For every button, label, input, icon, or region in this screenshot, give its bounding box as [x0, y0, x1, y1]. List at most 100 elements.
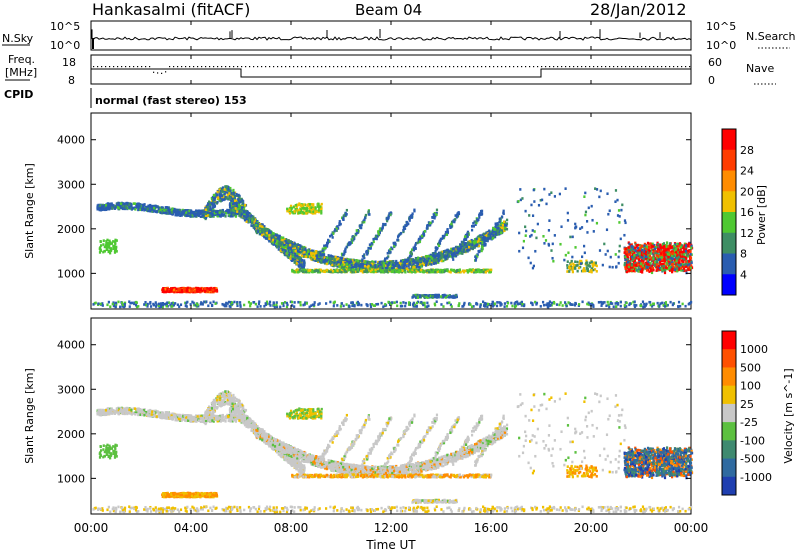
power-cell: [98, 208, 101, 212]
nave-dot: [565, 66, 567, 68]
power-cell: [413, 266, 416, 269]
power-cell: [504, 224, 507, 227]
power-cell: [466, 233, 469, 237]
power-cell: [141, 205, 144, 209]
power-cell: [413, 259, 416, 263]
power-cell: [473, 238, 477, 241]
power-cell: [207, 200, 211, 204]
power-cell: [410, 270, 413, 274]
power-cell: [350, 263, 353, 267]
power-cell: [226, 189, 229, 192]
power-cell: [477, 218, 480, 222]
power-cell: [434, 214, 437, 218]
power-cell: [425, 262, 428, 266]
power-cell: [470, 224, 474, 228]
power-cell: [381, 269, 384, 273]
power-cell: [420, 268, 423, 272]
power-cell: [275, 237, 278, 241]
power-cell: [461, 243, 464, 246]
nave-dot: [401, 66, 403, 68]
power-cell: [419, 237, 422, 241]
power-cell: [216, 214, 219, 218]
power-cell: [451, 253, 454, 256]
power-cell: [493, 228, 496, 231]
power-cell: [445, 233, 448, 236]
power-cell: [454, 214, 457, 217]
power-cell: [320, 258, 324, 261]
power-cell: [222, 198, 225, 202]
power-cell: [268, 232, 272, 236]
power-cell: [408, 267, 411, 271]
power-cell: [419, 263, 422, 267]
power-cell: [436, 253, 439, 256]
power-cell: [478, 213, 481, 217]
power-cell: [156, 205, 159, 208]
power-cell: [302, 263, 305, 267]
power-cell: [98, 205, 102, 209]
power-cell: [479, 209, 483, 213]
nave-dot: [593, 66, 595, 68]
power-cell: [438, 254, 441, 257]
power-cell: [299, 260, 303, 263]
power-cell: [330, 254, 333, 258]
power-cell: [105, 245, 108, 249]
power-cell: [238, 211, 242, 215]
power-cell: [229, 202, 232, 205]
power-cell: [498, 220, 501, 224]
power-cell: [286, 244, 290, 247]
power-cell: [414, 247, 417, 250]
power-cell: [338, 222, 341, 225]
nave-dot: [317, 66, 319, 68]
power-cell: [450, 268, 453, 272]
power-cell: [504, 227, 507, 231]
power-cell: [414, 257, 417, 261]
nave-dot: [309, 66, 311, 68]
power-cell: [369, 263, 372, 267]
power-cell: [265, 234, 269, 238]
power-cell: [360, 262, 363, 266]
power-cell: [335, 226, 338, 230]
power-cell: [497, 226, 500, 230]
power-cell: [212, 207, 215, 211]
power-cell: [469, 247, 472, 250]
power-cell: [347, 258, 350, 261]
power-cell: [406, 261, 409, 265]
power-cell: [492, 228, 495, 232]
nave-dot: [357, 66, 359, 68]
nave-dot: [145, 66, 147, 68]
nave-dot: [669, 66, 671, 68]
power-cell: [482, 232, 486, 236]
power-cell: [382, 263, 385, 267]
power-cell: [464, 235, 467, 238]
power-cell: [144, 208, 147, 212]
nave-dot: [269, 66, 271, 68]
power-cell: [466, 232, 469, 236]
power-cell: [440, 237, 443, 241]
power-cell: [297, 250, 300, 253]
power-cell: [414, 264, 417, 268]
nave-dot: [597, 66, 599, 68]
nave-dot: [377, 66, 379, 68]
power-cell: [135, 203, 138, 206]
power-cell: [440, 257, 443, 261]
power-cell: [102, 239, 105, 242]
nave-dot: [165, 71, 167, 73]
power-cell: [458, 245, 461, 249]
power-cell: [411, 248, 414, 251]
power-cell: [386, 263, 389, 267]
power-cell: [208, 214, 211, 217]
power-cell: [114, 246, 118, 250]
power-cell: [413, 208, 416, 212]
power-cell: [369, 269, 372, 273]
power-cell: [255, 223, 258, 227]
power-cell: [165, 211, 168, 215]
power-cell: [359, 265, 362, 268]
nave-dot: [429, 66, 431, 68]
power-cell: [418, 240, 422, 243]
power-cell: [316, 259, 319, 262]
power-cell: [321, 259, 325, 263]
power-cell: [377, 232, 380, 236]
power-cell: [343, 250, 346, 253]
power-cell: [467, 241, 470, 245]
power-cell: [483, 268, 486, 272]
